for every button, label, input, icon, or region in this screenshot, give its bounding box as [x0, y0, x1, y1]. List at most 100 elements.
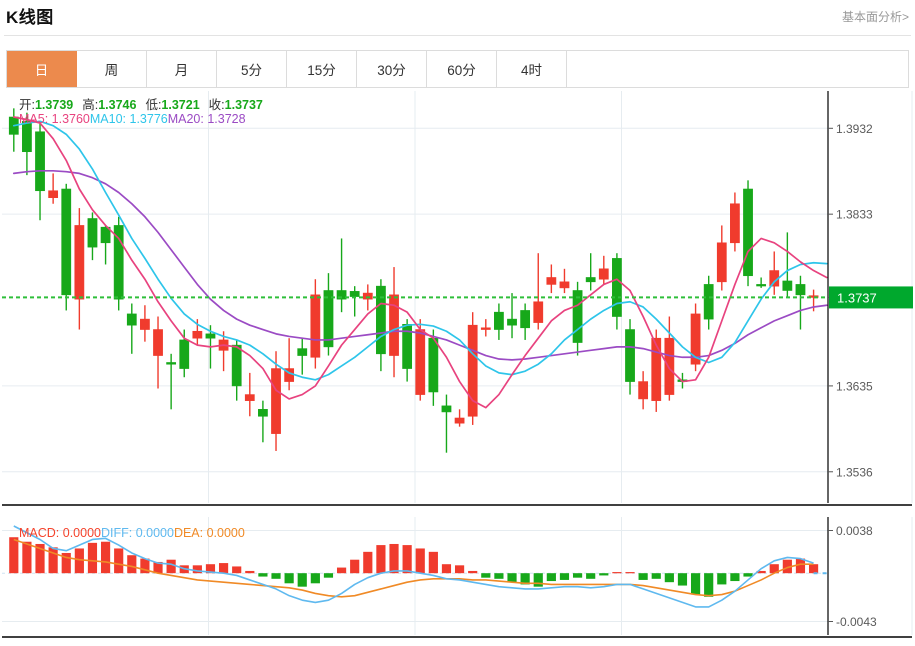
candle-body[interactable]	[389, 294, 399, 356]
tab-5[interactable]: 30分	[357, 51, 427, 87]
macd-histogram-bar	[205, 564, 216, 574]
candle-body[interactable]	[22, 121, 32, 153]
candle-body[interactable]	[61, 188, 72, 296]
macd-histogram-bar	[795, 558, 806, 574]
macd-histogram-bar	[756, 570, 766, 574]
macd-histogram-bar	[48, 547, 58, 574]
macd-tick-label-0: 0.0038	[836, 524, 873, 538]
candle-body[interactable]	[782, 280, 793, 291]
candle-body[interactable]	[638, 381, 649, 400]
candle-body[interactable]	[703, 284, 714, 320]
candle-body[interactable]	[35, 131, 45, 192]
candle-body[interactable]	[533, 301, 544, 323]
candle-body[interactable]	[756, 284, 767, 287]
current-price-tag-bg	[829, 286, 913, 309]
tab-label: 月	[174, 63, 189, 78]
candle-body[interactable]	[664, 337, 675, 395]
candle-body[interactable]	[126, 313, 137, 326]
candle-body[interactable]	[428, 337, 439, 393]
candle-body[interactable]	[690, 313, 701, 365]
tab-2[interactable]: 月	[147, 51, 217, 87]
candle-body[interactable]	[376, 285, 386, 355]
candle-body[interactable]	[323, 290, 334, 348]
candle-body[interactable]	[730, 203, 740, 244]
candle-body[interactable]	[153, 329, 163, 356]
candle-body[interactable]	[74, 225, 85, 300]
candle-body[interactable]	[612, 258, 622, 317]
kline-chart[interactable]: 1.3932 1.3833 1.3737 1.3635 1.3536 0.0038 -0.0…	[1, 89, 914, 645]
macd-histogram-bar	[350, 559, 360, 574]
candle-body[interactable]	[716, 242, 727, 283]
tab-label: 5分	[240, 63, 262, 78]
tab-1[interactable]: 周	[77, 51, 147, 87]
ma10-line	[12, 120, 828, 381]
candle-body[interactable]	[743, 188, 753, 277]
macd-histogram-bar	[428, 551, 438, 574]
macd-histogram-bar	[572, 573, 583, 578]
candle-body[interactable]	[100, 226, 111, 244]
macd-histogram-bar	[323, 573, 334, 578]
candle-body[interactable]	[559, 281, 570, 289]
macd-histogram-bar	[520, 573, 530, 585]
tab-label: 60分	[447, 63, 476, 78]
candle-body[interactable]	[140, 318, 150, 330]
candle-body[interactable]	[297, 348, 308, 356]
macd-histogram-bar	[468, 570, 478, 574]
macd-histogram-bar	[586, 573, 596, 579]
candle-body[interactable]	[87, 218, 98, 248]
candle-body[interactable]	[651, 337, 662, 401]
page-header: K线图 基本面分析>	[0, 0, 915, 36]
candle-body[interactable]	[205, 333, 216, 339]
header-divider	[4, 35, 911, 36]
candle-body[interactable]	[113, 225, 124, 300]
macd-histogram-bar	[140, 558, 150, 574]
chart-container: 1.3932 1.3833 1.3737 1.3635 1.3536 0.0038 -0.0…	[1, 89, 914, 645]
candle-body[interactable]	[625, 329, 635, 382]
candle-body[interactable]	[795, 284, 806, 296]
candle-body[interactable]	[585, 277, 596, 283]
candle-body[interactable]	[362, 292, 373, 300]
candle-body[interactable]	[546, 277, 557, 285]
candle-body[interactable]	[415, 329, 426, 395]
candle-body[interactable]	[179, 339, 190, 369]
candle-body[interactable]	[467, 324, 478, 417]
candle-body[interactable]	[336, 290, 347, 300]
macd-histogram-bar	[677, 573, 688, 586]
macd-histogram-bar	[376, 545, 386, 574]
candle-body[interactable]	[441, 405, 452, 413]
candle-body[interactable]	[572, 290, 583, 343]
macd-histogram-bar	[9, 537, 19, 574]
candle-body[interactable]	[258, 409, 268, 417]
candle-body[interactable]	[507, 318, 517, 326]
candle-body[interactable]	[166, 362, 177, 365]
candle-body[interactable]	[598, 268, 609, 280]
candle-body[interactable]	[494, 311, 504, 330]
candle-body[interactable]	[310, 294, 321, 358]
tab-7[interactable]: 4时	[497, 51, 567, 87]
candle-body[interactable]	[48, 190, 59, 198]
candle-body[interactable]	[454, 417, 465, 424]
candle-body[interactable]	[480, 327, 491, 330]
candle-body[interactable]	[231, 344, 242, 387]
price-tick-label-0: 1.3932	[836, 122, 873, 136]
tab-label: 15分	[307, 63, 336, 78]
candle-body[interactable]	[402, 324, 413, 369]
candle-body[interactable]	[349, 291, 360, 297]
macd-histogram-bar	[363, 551, 373, 574]
tab-0[interactable]: 日	[7, 51, 77, 87]
candle-body[interactable]	[271, 368, 281, 434]
tab-6[interactable]: 60分	[427, 51, 497, 87]
macd-histogram-bar	[284, 573, 294, 584]
current-price-tag-label: 1.3737	[837, 290, 877, 305]
fundamental-analysis-link[interactable]: 基本面分析>	[841, 10, 909, 24]
candle-body[interactable]	[520, 310, 531, 329]
macd-histogram-bar	[533, 573, 543, 587]
macd-histogram-bar	[454, 565, 465, 574]
candle-body[interactable]	[192, 330, 203, 339]
macd-histogram-bar	[625, 572, 635, 574]
price-tick-label-1: 1.3833	[836, 208, 873, 222]
candle-body[interactable]	[244, 394, 255, 401]
tab-label: 4时	[520, 63, 542, 78]
tab-4[interactable]: 15分	[287, 51, 357, 87]
tab-3[interactable]: 5分	[217, 51, 287, 87]
